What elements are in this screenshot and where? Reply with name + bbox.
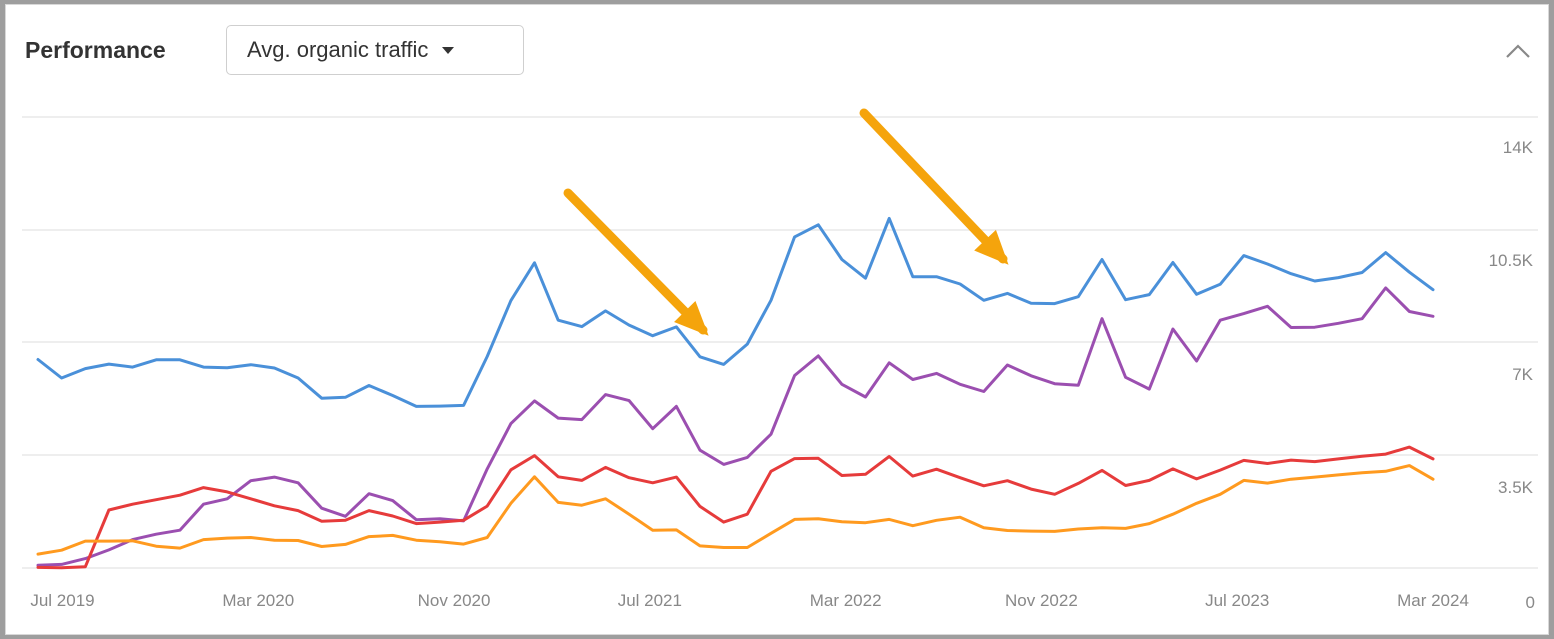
arrow-icon xyxy=(563,188,708,335)
caret-down-icon xyxy=(442,46,455,54)
x-tick-label: Mar 2020 xyxy=(222,591,294,610)
x-tick-label: Nov 2022 xyxy=(1005,591,1078,610)
y-tick-label: 3.5K xyxy=(1498,478,1534,497)
metric-dropdown[interactable]: Avg. organic traffic xyxy=(226,25,524,75)
panel-title: Performance xyxy=(25,37,166,63)
series-line-blue xyxy=(36,216,1435,408)
arrow-icon-head xyxy=(674,300,709,336)
arrow-icon-head xyxy=(974,229,1009,265)
x-tick-label: Jul 2019 xyxy=(30,591,94,610)
y-tick-label: 10.5K xyxy=(1489,251,1534,270)
x-tick-label: Nov 2020 xyxy=(418,591,491,610)
x-tick-label: Mar 2022 xyxy=(810,591,882,610)
series-line-purple xyxy=(36,286,1435,567)
series-line-orange xyxy=(36,464,1435,556)
x-tick-label: Jul 2023 xyxy=(1205,591,1269,610)
x-tick-label: Mar 2024 xyxy=(1397,591,1469,610)
y-tick-label: 7K xyxy=(1512,365,1533,384)
chevron-up-icon[interactable] xyxy=(1504,41,1532,61)
y-tick-label: 0 xyxy=(1526,593,1535,612)
series-line-red xyxy=(36,445,1435,570)
x-tick-label: Jul 2021 xyxy=(618,591,682,610)
arrow-icon xyxy=(859,108,1008,264)
y-tick-label: 14K xyxy=(1503,138,1534,157)
metric-dropdown-label: Avg. organic traffic xyxy=(247,37,429,62)
